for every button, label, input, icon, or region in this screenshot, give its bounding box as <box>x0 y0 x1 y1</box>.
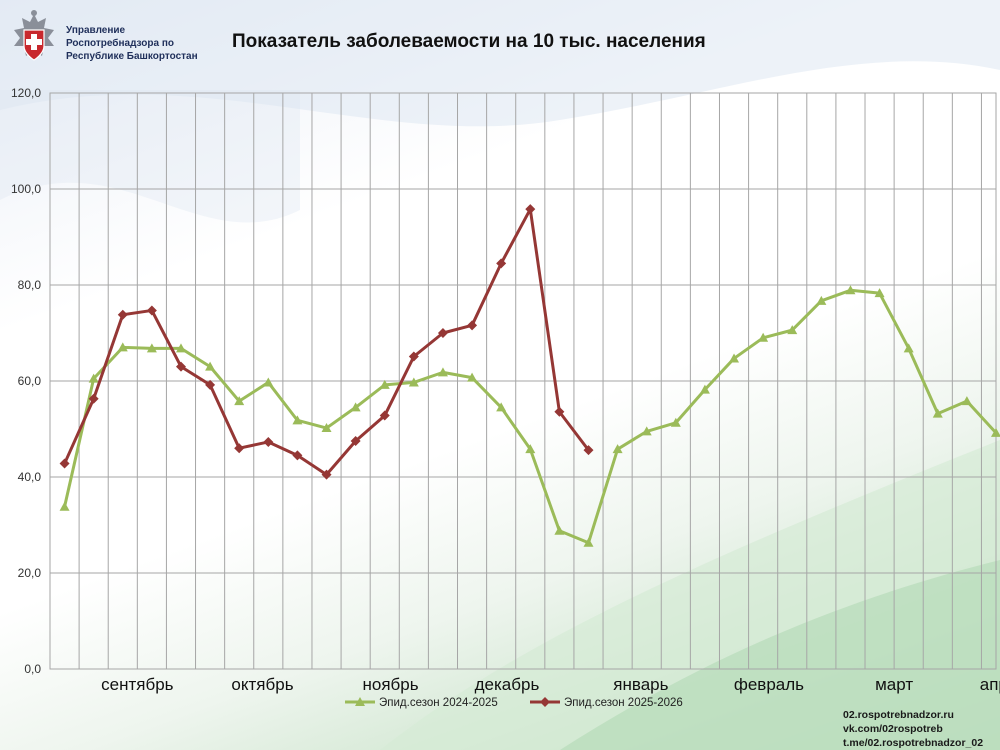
legend-label: Эпид.сезон 2024-2025 <box>379 697 498 709</box>
data-point <box>991 427 1000 437</box>
data-point <box>641 426 652 436</box>
data-point <box>496 258 507 269</box>
legend-marker <box>355 697 365 706</box>
data-point <box>292 415 303 425</box>
data-point <box>88 393 99 404</box>
y-tick-label: 0,0 <box>24 662 41 676</box>
data-point <box>292 450 303 461</box>
data-point <box>496 402 507 412</box>
data-point <box>525 204 536 215</box>
data-point <box>234 396 245 406</box>
telegram-link[interactable]: t.me/02.rospotrebnadzor_02 <box>843 737 984 749</box>
month-label: ноябрь <box>363 675 419 694</box>
org-line: Управление <box>66 25 126 36</box>
chart-title: Показатель заболеваемости на 10 тыс. нас… <box>232 31 706 52</box>
y-tick-label: 60,0 <box>18 374 42 388</box>
month-label: февраль <box>734 675 804 694</box>
org-line: Республике Башкортостан <box>66 51 198 62</box>
month-label: октябрь <box>231 675 293 694</box>
data-point <box>379 379 390 389</box>
legend-marker <box>540 697 550 707</box>
data-point <box>670 417 681 427</box>
data-point <box>845 285 856 295</box>
data-point <box>263 377 274 387</box>
data-point <box>117 342 128 352</box>
website-link[interactable]: 02.rospotrebnadzor.ru <box>843 709 954 721</box>
data-point <box>699 384 710 394</box>
month-label: декабрь <box>475 675 540 694</box>
data-point <box>59 458 70 469</box>
month-label: сентябрь <box>101 675 174 694</box>
data-point <box>961 396 972 406</box>
data-point <box>234 443 245 454</box>
y-tick-label: 120,0 <box>11 86 41 100</box>
data-point <box>554 406 565 417</box>
data-point <box>787 325 798 335</box>
data-point <box>146 305 157 316</box>
data-point <box>59 501 70 511</box>
data-point <box>117 309 128 320</box>
month-label: январь <box>613 675 668 694</box>
data-point <box>583 445 594 456</box>
month-label: апрель <box>980 675 1000 694</box>
data-point <box>583 537 594 547</box>
data-point <box>175 343 186 353</box>
data-point <box>408 351 419 362</box>
data-point <box>729 353 740 363</box>
data-point <box>612 444 623 454</box>
data-point <box>146 343 157 353</box>
legend-label: Эпид.сезон 2025-2026 <box>564 697 683 709</box>
y-tick-label: 20,0 <box>18 566 42 580</box>
data-point <box>467 372 478 382</box>
contacts-block: 02.rospotrebnadzor.ru vk.com/02rospotreb… <box>843 708 983 750</box>
data-point <box>205 379 216 390</box>
data-point <box>932 408 943 418</box>
data-point <box>437 367 448 377</box>
series-line-1 <box>63 288 998 545</box>
coat-of-arms-logo <box>14 10 54 61</box>
data-point <box>88 373 99 383</box>
data-point <box>816 295 827 305</box>
data-point <box>205 361 216 371</box>
data-point <box>554 525 565 535</box>
org-line: Роспотребнадзора по <box>66 38 174 49</box>
y-tick-label: 80,0 <box>18 278 42 292</box>
data-point <box>263 436 274 447</box>
y-tick-label: 100,0 <box>11 182 41 196</box>
data-point <box>175 361 186 372</box>
y-tick-label: 40,0 <box>18 470 42 484</box>
organization-name: Управление Роспотребнадзора по Республик… <box>66 24 198 63</box>
data-point <box>758 332 769 342</box>
vk-link[interactable]: vk.com/02rospotreb <box>843 723 943 735</box>
series-line-2 <box>63 207 590 477</box>
data-point <box>874 288 885 298</box>
data-point <box>321 469 332 480</box>
data-point <box>379 410 390 421</box>
data-point <box>437 328 448 338</box>
data-point <box>350 402 361 412</box>
month-label: март <box>875 675 913 694</box>
data-point <box>467 320 478 331</box>
data-point <box>321 423 332 433</box>
data-point <box>903 343 914 353</box>
data-point <box>525 444 536 454</box>
data-point <box>408 377 419 387</box>
data-point <box>350 436 361 446</box>
